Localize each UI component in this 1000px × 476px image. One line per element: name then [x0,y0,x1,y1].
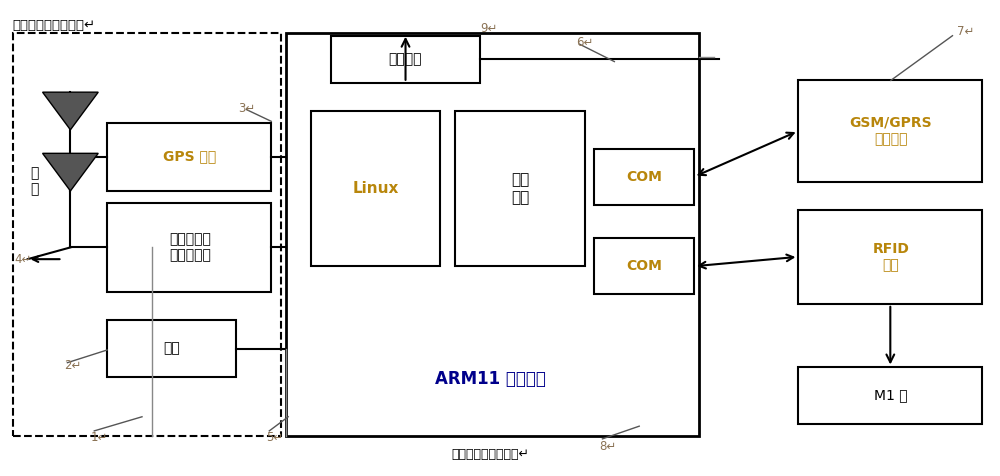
Bar [286,33,699,436]
Text: 4↵: 4↵ [15,253,32,266]
Text: 7↵: 7↵ [957,24,975,38]
Bar [455,111,585,266]
Bar [13,33,281,436]
Text: 定位信息信采集处理↵: 定位信息信采集处理↵ [451,448,529,461]
Polygon shape [43,92,98,130]
Bar [107,320,236,377]
Text: ARM11 硬件平台: ARM11 硬件平台 [435,370,545,388]
Bar [107,203,271,292]
Bar [311,111,440,266]
Text: COM: COM [626,170,662,184]
Bar [594,149,694,205]
Text: 图像
显示: 图像 显示 [511,172,529,205]
Text: 定位及通信功能模块↵: 定位及通信功能模块↵ [13,19,96,32]
Text: 5↵: 5↵ [266,431,284,444]
Bar [594,238,694,295]
Text: GSM/GPRS
通信模块: GSM/GPRS 通信模块 [850,116,932,146]
Text: RFID
信息: RFID 信息 [872,242,909,272]
Text: 9↵: 9↵ [480,22,497,35]
Text: 调试控制: 调试控制 [389,52,422,66]
Bar [798,210,982,304]
Text: Linux: Linux [353,181,399,196]
Polygon shape [43,153,98,191]
Text: 8↵: 8↵ [599,440,617,453]
Text: 2↵: 2↵ [64,359,82,372]
Text: 天
线: 天 线 [30,167,39,197]
Text: GPS 模块: GPS 模块 [163,149,216,164]
Bar [107,123,271,191]
Text: 北斗二号卫
星导航模块: 北斗二号卫 星导航模块 [169,232,211,262]
Text: COM: COM [626,259,662,273]
Bar [798,80,982,181]
Text: M1 卡: M1 卡 [874,388,908,403]
Text: 1↵: 1↵ [90,431,108,444]
Bar [331,36,480,83]
Text: 6↵: 6↵ [577,36,594,49]
Text: 3↵: 3↵ [238,102,256,115]
Bar [798,367,982,424]
Text: 电源: 电源 [163,342,180,356]
